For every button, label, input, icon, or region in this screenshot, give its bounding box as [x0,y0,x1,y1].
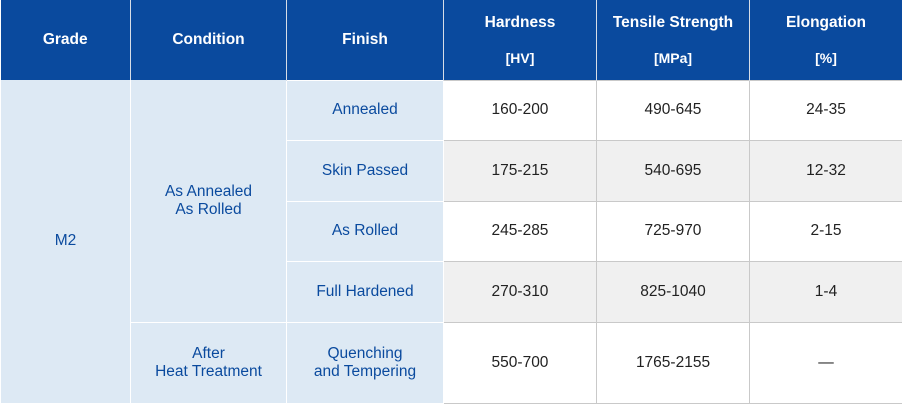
header-finish: Finish [287,0,444,80]
hardness-cell: 160-200 [444,80,597,140]
header-elongation-unit: [%] [756,50,896,66]
elongation-cell: 1-4 [750,261,902,322]
tensile-cell: 540-695 [597,140,750,201]
condition-line: As Rolled [175,201,241,218]
header-grade: Grade [1,0,131,80]
header-tensile-label: Tensile Strength [613,14,733,31]
condition-cell: As Annealed As Rolled [131,80,287,322]
grade-cell: M2 [1,80,131,403]
finish-cell: Annealed [287,80,444,140]
header-hardness: Hardness [HV] [444,0,597,80]
header-row: Grade Condition Finish Hardness [HV] Ten… [1,0,902,80]
finish-line: Quenching [328,345,403,362]
elongation-cell: 2-15 [750,201,902,261]
elongation-cell: 12-32 [750,140,902,201]
finish-cell: Quenching and Tempering [287,322,444,403]
condition-line: As Annealed [165,183,252,200]
header-elongation: Elongation [%] [750,0,902,80]
condition-cell: After Heat Treatment [131,322,287,403]
header-hardness-label: Hardness [485,14,556,31]
hardness-cell: 270-310 [444,261,597,322]
condition-line: Heat Treatment [155,363,262,380]
hardness-cell: 175-215 [444,140,597,201]
finish-cell: Skin Passed [287,140,444,201]
header-tensile-unit: [MPa] [603,50,743,66]
hardness-cell: 550-700 [444,322,597,403]
tensile-cell: 1765-2155 [597,322,750,403]
finish-line: and Tempering [314,363,416,380]
elongation-cell: 24-35 [750,80,902,140]
condition-line: After [192,345,225,362]
elongation-cell: — [750,322,902,403]
tensile-cell: 490-645 [597,80,750,140]
tensile-cell: 825-1040 [597,261,750,322]
header-tensile: Tensile Strength [MPa] [597,0,750,80]
hardness-cell: 245-285 [444,201,597,261]
table-row: M2 As Annealed As Rolled Annealed 160-20… [1,80,902,140]
header-hardness-unit: [HV] [450,50,590,66]
finish-cell: Full Hardened [287,261,444,322]
table-row: After Heat Treatment Quenching and Tempe… [1,322,902,403]
header-elongation-label: Elongation [786,14,866,31]
finish-cell: As Rolled [287,201,444,261]
tensile-cell: 725-970 [597,201,750,261]
header-condition: Condition [131,0,287,80]
